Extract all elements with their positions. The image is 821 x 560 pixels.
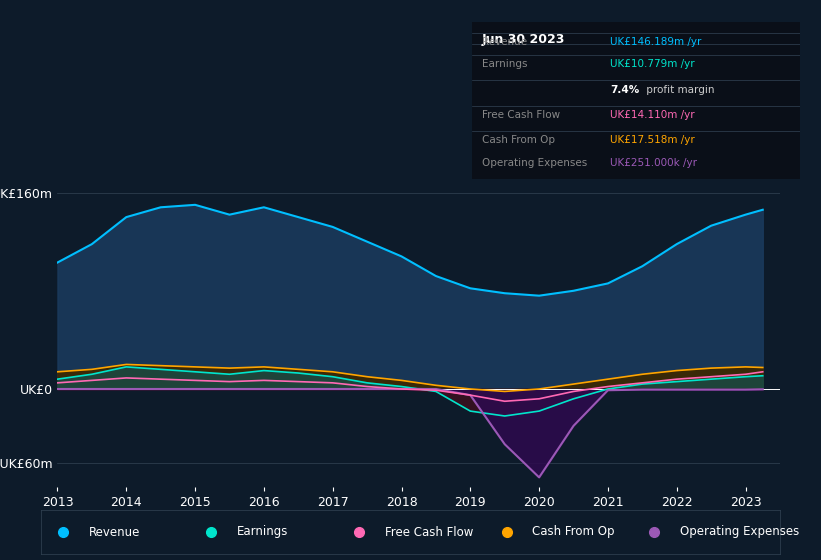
Text: UK£146.189m /yr: UK£146.189m /yr — [610, 38, 701, 48]
Text: Operating Expenses: Operating Expenses — [681, 525, 800, 539]
Text: 7.4%: 7.4% — [610, 85, 640, 95]
Text: Cash From Op: Cash From Op — [533, 525, 615, 539]
Text: Earnings: Earnings — [482, 59, 527, 69]
Text: Revenue: Revenue — [482, 38, 527, 48]
Text: Free Cash Flow: Free Cash Flow — [482, 110, 560, 120]
Text: UK£17.518m /yr: UK£17.518m /yr — [610, 135, 695, 144]
Text: UK£251.000k /yr: UK£251.000k /yr — [610, 158, 697, 168]
Text: Jun 30 2023: Jun 30 2023 — [482, 34, 566, 46]
Text: Revenue: Revenue — [89, 525, 140, 539]
Text: profit margin: profit margin — [643, 85, 714, 95]
Text: Cash From Op: Cash From Op — [482, 135, 555, 144]
Text: Free Cash Flow: Free Cash Flow — [385, 525, 473, 539]
Text: UK£14.110m /yr: UK£14.110m /yr — [610, 110, 695, 120]
Text: Operating Expenses: Operating Expenses — [482, 158, 587, 168]
Text: Earnings: Earnings — [237, 525, 288, 539]
Text: UK£10.779m /yr: UK£10.779m /yr — [610, 59, 695, 69]
